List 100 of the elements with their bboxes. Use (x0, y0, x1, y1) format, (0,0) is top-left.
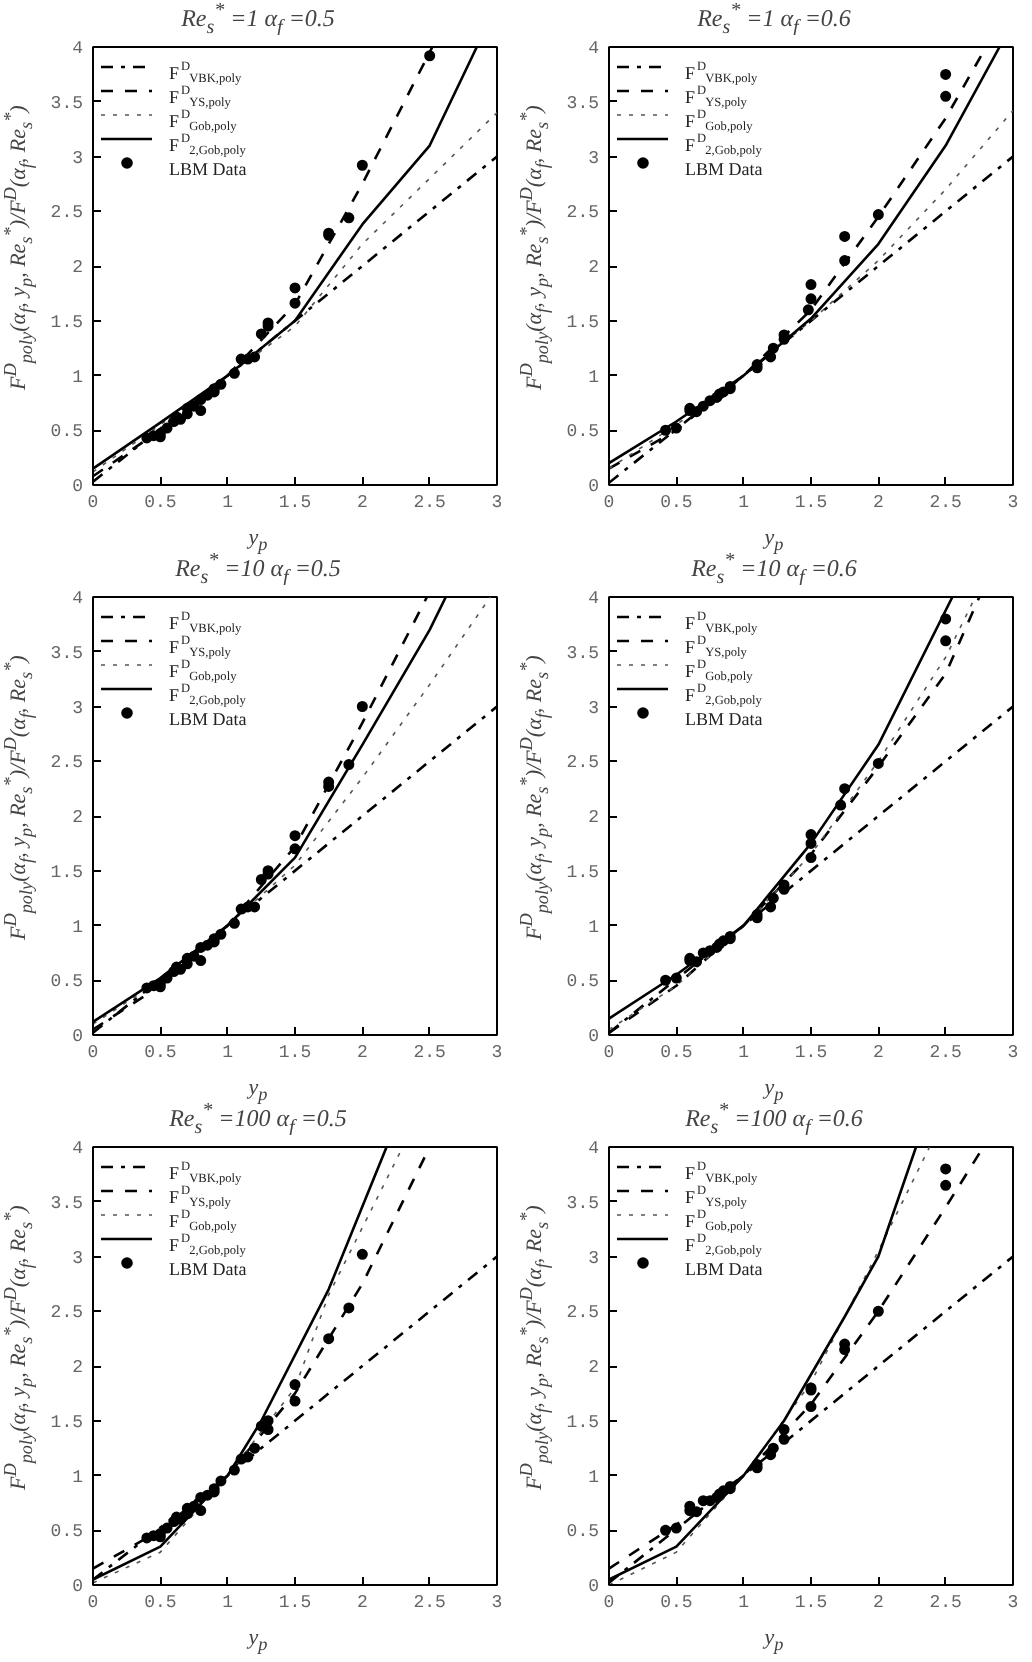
x-tick-label: 1.5 (794, 493, 828, 513)
y-tick-label: 2.5 (566, 753, 599, 774)
x-tick-label: 2 (356, 1043, 368, 1063)
x-tick-label: 0.5 (660, 1593, 693, 1613)
y-tick-label: 4 (72, 1139, 84, 1159)
x-tick-label: 3 (1007, 493, 1019, 513)
x-tick-label: 1.5 (794, 1043, 828, 1063)
y-tick-label: 2 (588, 258, 600, 278)
y-tick-label: 3 (72, 148, 84, 169)
x-tick-label: 2 (872, 1593, 884, 1613)
x-axis-title: y$_{p}$ (244, 1626, 270, 1655)
x-tick-label: 2.5 (413, 493, 446, 513)
x-tick-label: 0.5 (660, 493, 693, 513)
y-tick-label: 2 (72, 808, 84, 828)
y-tick-label: 0 (588, 1577, 600, 1597)
x-tick-label: 0 (87, 1593, 99, 1613)
y-tick-label: 1 (72, 917, 84, 938)
y-tick-label: 0.5 (50, 422, 83, 443)
x-tick-label: 1 (738, 1043, 750, 1063)
x-tick-label: 0 (87, 493, 99, 513)
y-tick-label: 2.5 (566, 203, 599, 224)
y-tick-label: 1.5 (50, 1412, 83, 1433)
x-tick-label: 0 (87, 1043, 99, 1063)
y-tick-label: 1 (588, 367, 600, 388)
y-tick-label: 3 (588, 1248, 600, 1269)
x-tick-label: 1 (222, 1043, 234, 1063)
y-tick-label: 0.5 (50, 1522, 83, 1543)
x-tick-label: 2 (356, 493, 368, 513)
y-tick-label: 1 (588, 917, 600, 938)
y-tick-label: 1 (72, 367, 84, 388)
y-tick-label: 1.5 (566, 1412, 599, 1433)
y-tick-label: 1.5 (566, 862, 599, 883)
x-tick-label: 1 (738, 493, 750, 513)
y-tick-label: 0 (72, 477, 84, 497)
x-tick-label: 2 (356, 1593, 368, 1613)
x-axis-title: y$_{p}$ (764, 526, 784, 555)
legend-label: LBM Data (169, 1259, 247, 1279)
y-tick-label: 0 (72, 1577, 84, 1597)
x-tick-label: 2.5 (929, 493, 962, 513)
x-tick-label: 0.5 (144, 493, 177, 513)
y-tick-label: 3 (72, 1248, 84, 1269)
y-tick-label: 3.5 (50, 643, 83, 664)
x-tick-label: 0.5 (660, 1043, 693, 1063)
y-tick-label: 0 (72, 1027, 84, 1047)
y-tick-label: 0.5 (566, 422, 599, 443)
y-tick-label: 3.5 (566, 1193, 599, 1214)
x-tick-label: 0.5 (144, 1593, 177, 1613)
x-tick-label: 3 (491, 1043, 503, 1063)
x-tick-label: 3 (491, 1593, 503, 1613)
legend-label: LBM Data (169, 709, 247, 729)
x-tick-label: 2.5 (929, 1593, 962, 1613)
y-tick-label: 3.5 (566, 643, 599, 664)
y-tick-label: 3.5 (50, 1193, 83, 1214)
x-tick-label: 3 (1007, 1593, 1019, 1613)
y-tick-label: 2.5 (50, 203, 83, 224)
x-tick-label: 3 (491, 493, 503, 513)
x-axis-title: y$_{p}$ (764, 1076, 784, 1105)
y-tick-label: 4 (72, 39, 84, 59)
legend-label: LBM Data (169, 159, 247, 179)
x-tick-label: 1.5 (278, 1593, 312, 1613)
y-tick-label: 3.5 (566, 93, 599, 114)
x-tick-label: 1.5 (278, 493, 312, 513)
y-tick-label: 4 (72, 589, 84, 609)
y-tick-label: 2 (72, 1358, 84, 1378)
y-tick-label: 1 (72, 1467, 84, 1488)
legend-label: LBM Data (685, 1259, 763, 1279)
y-tick-label: 4 (588, 39, 600, 59)
y-tick-label: 2 (588, 1358, 600, 1378)
x-tick-label: 2.5 (413, 1043, 446, 1063)
x-axis-title: y$_{p}$ (248, 526, 268, 555)
x-axis-title: y$_{p}$ (248, 1076, 268, 1105)
x-axis-title: y$_{p}$ (760, 1626, 786, 1655)
y-tick-label: 3 (588, 148, 600, 169)
y-tick-label: 2 (588, 808, 600, 828)
legend-label: LBM Data (685, 159, 763, 179)
y-tick-label: 1 (588, 1467, 600, 1488)
y-tick-label: 3 (72, 698, 84, 719)
x-tick-label: 2.5 (413, 1593, 446, 1613)
y-tick-label: 3.5 (50, 93, 83, 114)
x-tick-label: 0.5 (144, 1043, 177, 1063)
y-tick-label: 2.5 (50, 1303, 83, 1324)
y-tick-label: 2.5 (50, 753, 83, 774)
x-tick-label: 2 (872, 1043, 884, 1063)
x-tick-label: 3 (1007, 1043, 1019, 1063)
x-tick-label: 1 (222, 493, 234, 513)
y-tick-label: 1.5 (50, 312, 83, 333)
x-tick-label: 0 (603, 493, 615, 513)
x-tick-label: 1 (222, 1593, 234, 1613)
y-tick-label: 1.5 (566, 312, 599, 333)
x-tick-label: 2.5 (929, 1043, 962, 1063)
y-tick-label: 0 (588, 1027, 600, 1047)
legend-label: LBM Data (685, 709, 763, 729)
y-tick-label: 2.5 (566, 1303, 599, 1324)
x-tick-label: 0 (603, 1593, 615, 1613)
x-tick-label: 0 (603, 1043, 615, 1063)
y-tick-label: 1.5 (50, 862, 83, 883)
y-tick-label: 4 (588, 589, 600, 609)
x-tick-label: 1.5 (794, 1593, 828, 1613)
x-tick-label: 1 (738, 1593, 750, 1613)
y-tick-label: 3 (588, 698, 600, 719)
